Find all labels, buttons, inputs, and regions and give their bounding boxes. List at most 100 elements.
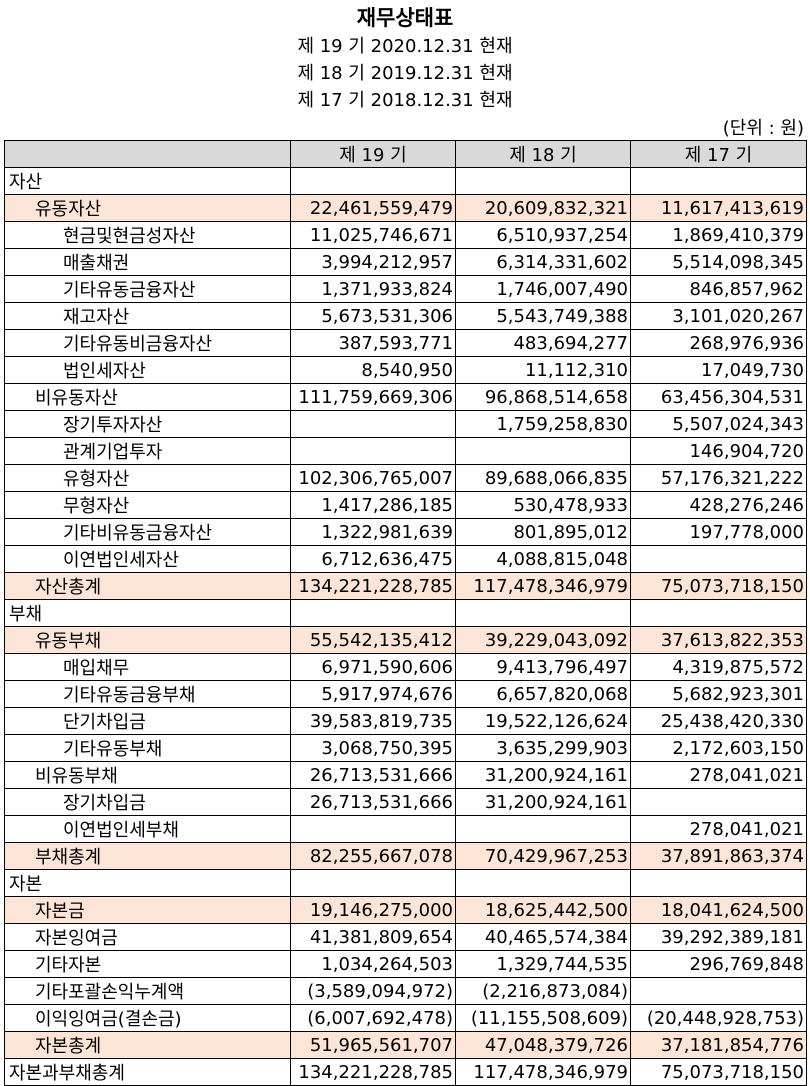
amount-cell: 75,073,718,150 [630,572,807,600]
row-label: 기타포괄손익누계액 [4,977,291,1005]
amount-cell: 75,073,718,150 [630,1058,807,1086]
amount-cell: 51,965,561,707 [290,1031,456,1059]
amount-cell: 197,778,000 [630,518,807,546]
amount-cell: 55,542,135,412 [290,626,456,654]
amount-cell: 1,417,286,185 [290,491,456,519]
period: 제 18 기 2019.12.31 현재 [297,63,513,84]
amount-cell: 96,868,514,658 [455,383,631,411]
row: 자본잉여금 41,381,809,654 40,465,574,384 39,292,… [4,923,807,951]
amount-cell: 801,895,012 [455,518,631,546]
amount-cell: 134,221,228,785 [290,572,456,600]
amount-cell [630,977,807,1005]
amount-cell [630,599,807,627]
row: 무형자산 1,417,286,185 530,478,933 428,276,246 [4,491,807,519]
unit: (단위 : 원) [722,118,804,139]
amount-cell: 5,543,749,388 [455,302,631,330]
amount-cell: 31,200,924,161 [455,788,631,816]
row-label: 자본잉여금 [4,923,291,951]
amount-cell: 1,759,258,830 [455,410,631,438]
amount-cell: 278,041,021 [630,815,807,843]
amount-cell: 1,746,007,490 [455,275,631,303]
row-label: 자본금 [4,896,291,924]
amount-cell: 3,994,212,957 [290,248,456,276]
amount-cell: 41,381,809,654 [290,923,456,951]
header-row: 제 19 기 제 18 기 제 17 기 [4,140,807,168]
amount-cell: 5,917,974,676 [290,680,456,708]
period: 제 17 기 2018.12.31 현재 [297,90,513,111]
amount-cell: 428,276,246 [630,491,807,519]
amount-cell: 6,510,937,254 [455,221,631,249]
row-label: 장기차입금 [4,788,291,816]
amount-cell: 1,869,410,379 [630,221,807,249]
amount-cell [630,788,807,816]
row: 기타비유동금융자산 1,322,981,639 801,895,012 197,778… [4,518,807,546]
row: 자산총계 134,221,228,785 117,478,346,979 75,073… [4,572,807,600]
row: 부채총계 82,255,667,078 70,429,967,253 37,891,8… [4,842,807,870]
amount-cell: 5,673,531,306 [290,302,456,330]
amount-cell: 1,329,744,535 [455,950,631,978]
header-cell: 제 19 기 [290,140,456,168]
amount-cell: 146,904,720 [630,437,807,465]
row: 이연법인세부채 278,041,021 [4,815,807,843]
row-label: 기타유동금융부채 [4,680,291,708]
amount-cell: 846,857,962 [630,275,807,303]
row: 기타자본 1,034,264,503 1,329,744,535 296,769,84… [4,950,807,978]
amount-cell: 134,221,228,785 [290,1058,456,1086]
amount-cell: 1,034,264,503 [290,950,456,978]
amount-cell: 18,041,624,500 [630,896,807,924]
amount-cell: 37,181,854,776 [630,1031,807,1059]
row-label: 자본 [4,869,291,897]
amount-cell [630,167,807,195]
row: 이익잉여금(결손금) (6,007,692,478) (11,155,508,609… [4,1004,807,1032]
row-label: 비유동자산 [4,383,291,411]
row: 매출채권 3,994,212,957 6,314,331,602 5,514,098,… [4,248,807,276]
row-label: 비유동부채 [4,761,291,789]
row-label: 이익잉여금(결손금) [4,1004,291,1032]
amount-cell: 18,625,442,500 [455,896,631,924]
row-label: 재고자산 [4,302,291,330]
row: 비유동부채 26,713,531,666 31,200,924,161 278,041… [4,761,807,789]
amount-cell: 6,657,820,068 [455,680,631,708]
row-label: 기타유동비금융자산 [4,329,291,357]
row: 매입채무 6,971,590,606 9,413,796,497 4,319,875,… [4,653,807,681]
amount-cell: 530,478,933 [455,491,631,519]
amount-cell [290,410,456,438]
amount-cell [630,545,807,573]
row-label: 이연법인세부채 [4,815,291,843]
row-label: 유형자산 [4,464,291,492]
amount-cell: (3,589,094,972) [290,977,456,1005]
amount-cell: 9,413,796,497 [455,653,631,681]
amount-cell: 82,255,667,078 [290,842,456,870]
amount-cell: 22,461,559,479 [290,194,456,222]
amount-cell: (6,007,692,478) [290,1004,456,1032]
amount-cell: 39,229,043,092 [455,626,631,654]
amount-cell: 296,769,848 [630,950,807,978]
row-label: 부채 [4,599,291,627]
amount-cell: 6,971,590,606 [290,653,456,681]
title: 재무상태표 [356,6,454,30]
amount-cell [290,869,456,897]
row: 장기투자자산 1,759,258,830 5,507,024,343 [4,410,807,438]
amount-cell: 25,438,420,330 [630,707,807,735]
amount-cell: 19,522,126,624 [455,707,631,735]
row: 유동부채 55,542,135,412 39,229,043,092 37,613,8… [4,626,807,654]
row-label: 유동부채 [4,626,291,654]
row: 유형자산 102,306,765,007 89,688,066,835 57,176,… [4,464,807,492]
amount-cell [455,869,631,897]
row-label: 자본총계 [4,1031,291,1059]
row: 비유동자산 111,759,669,306 96,868,514,658 63,456… [4,383,807,411]
balance-sheet-table: 제 19 기 제 18 기 제 17 기 자산 유동자산 22,461,559,47… [4,140,807,1086]
amount-cell: 5,514,098,345 [630,248,807,276]
amount-cell: (2,216,873,084) [455,977,631,1005]
row-label: 부채총계 [4,842,291,870]
row-label: 매입채무 [4,653,291,681]
amount-cell [290,437,456,465]
amount-cell: 5,682,923,301 [630,680,807,708]
row: 기타포괄손익누계액 (3,589,094,972) (2,216,873,084) [4,977,807,1005]
header-cell: 제 18 기 [455,140,631,168]
row-label: 자산 [4,167,291,195]
amount-cell [455,599,631,627]
amount-cell [455,167,631,195]
amount-cell: 6,712,636,475 [290,545,456,573]
amount-cell [290,815,456,843]
